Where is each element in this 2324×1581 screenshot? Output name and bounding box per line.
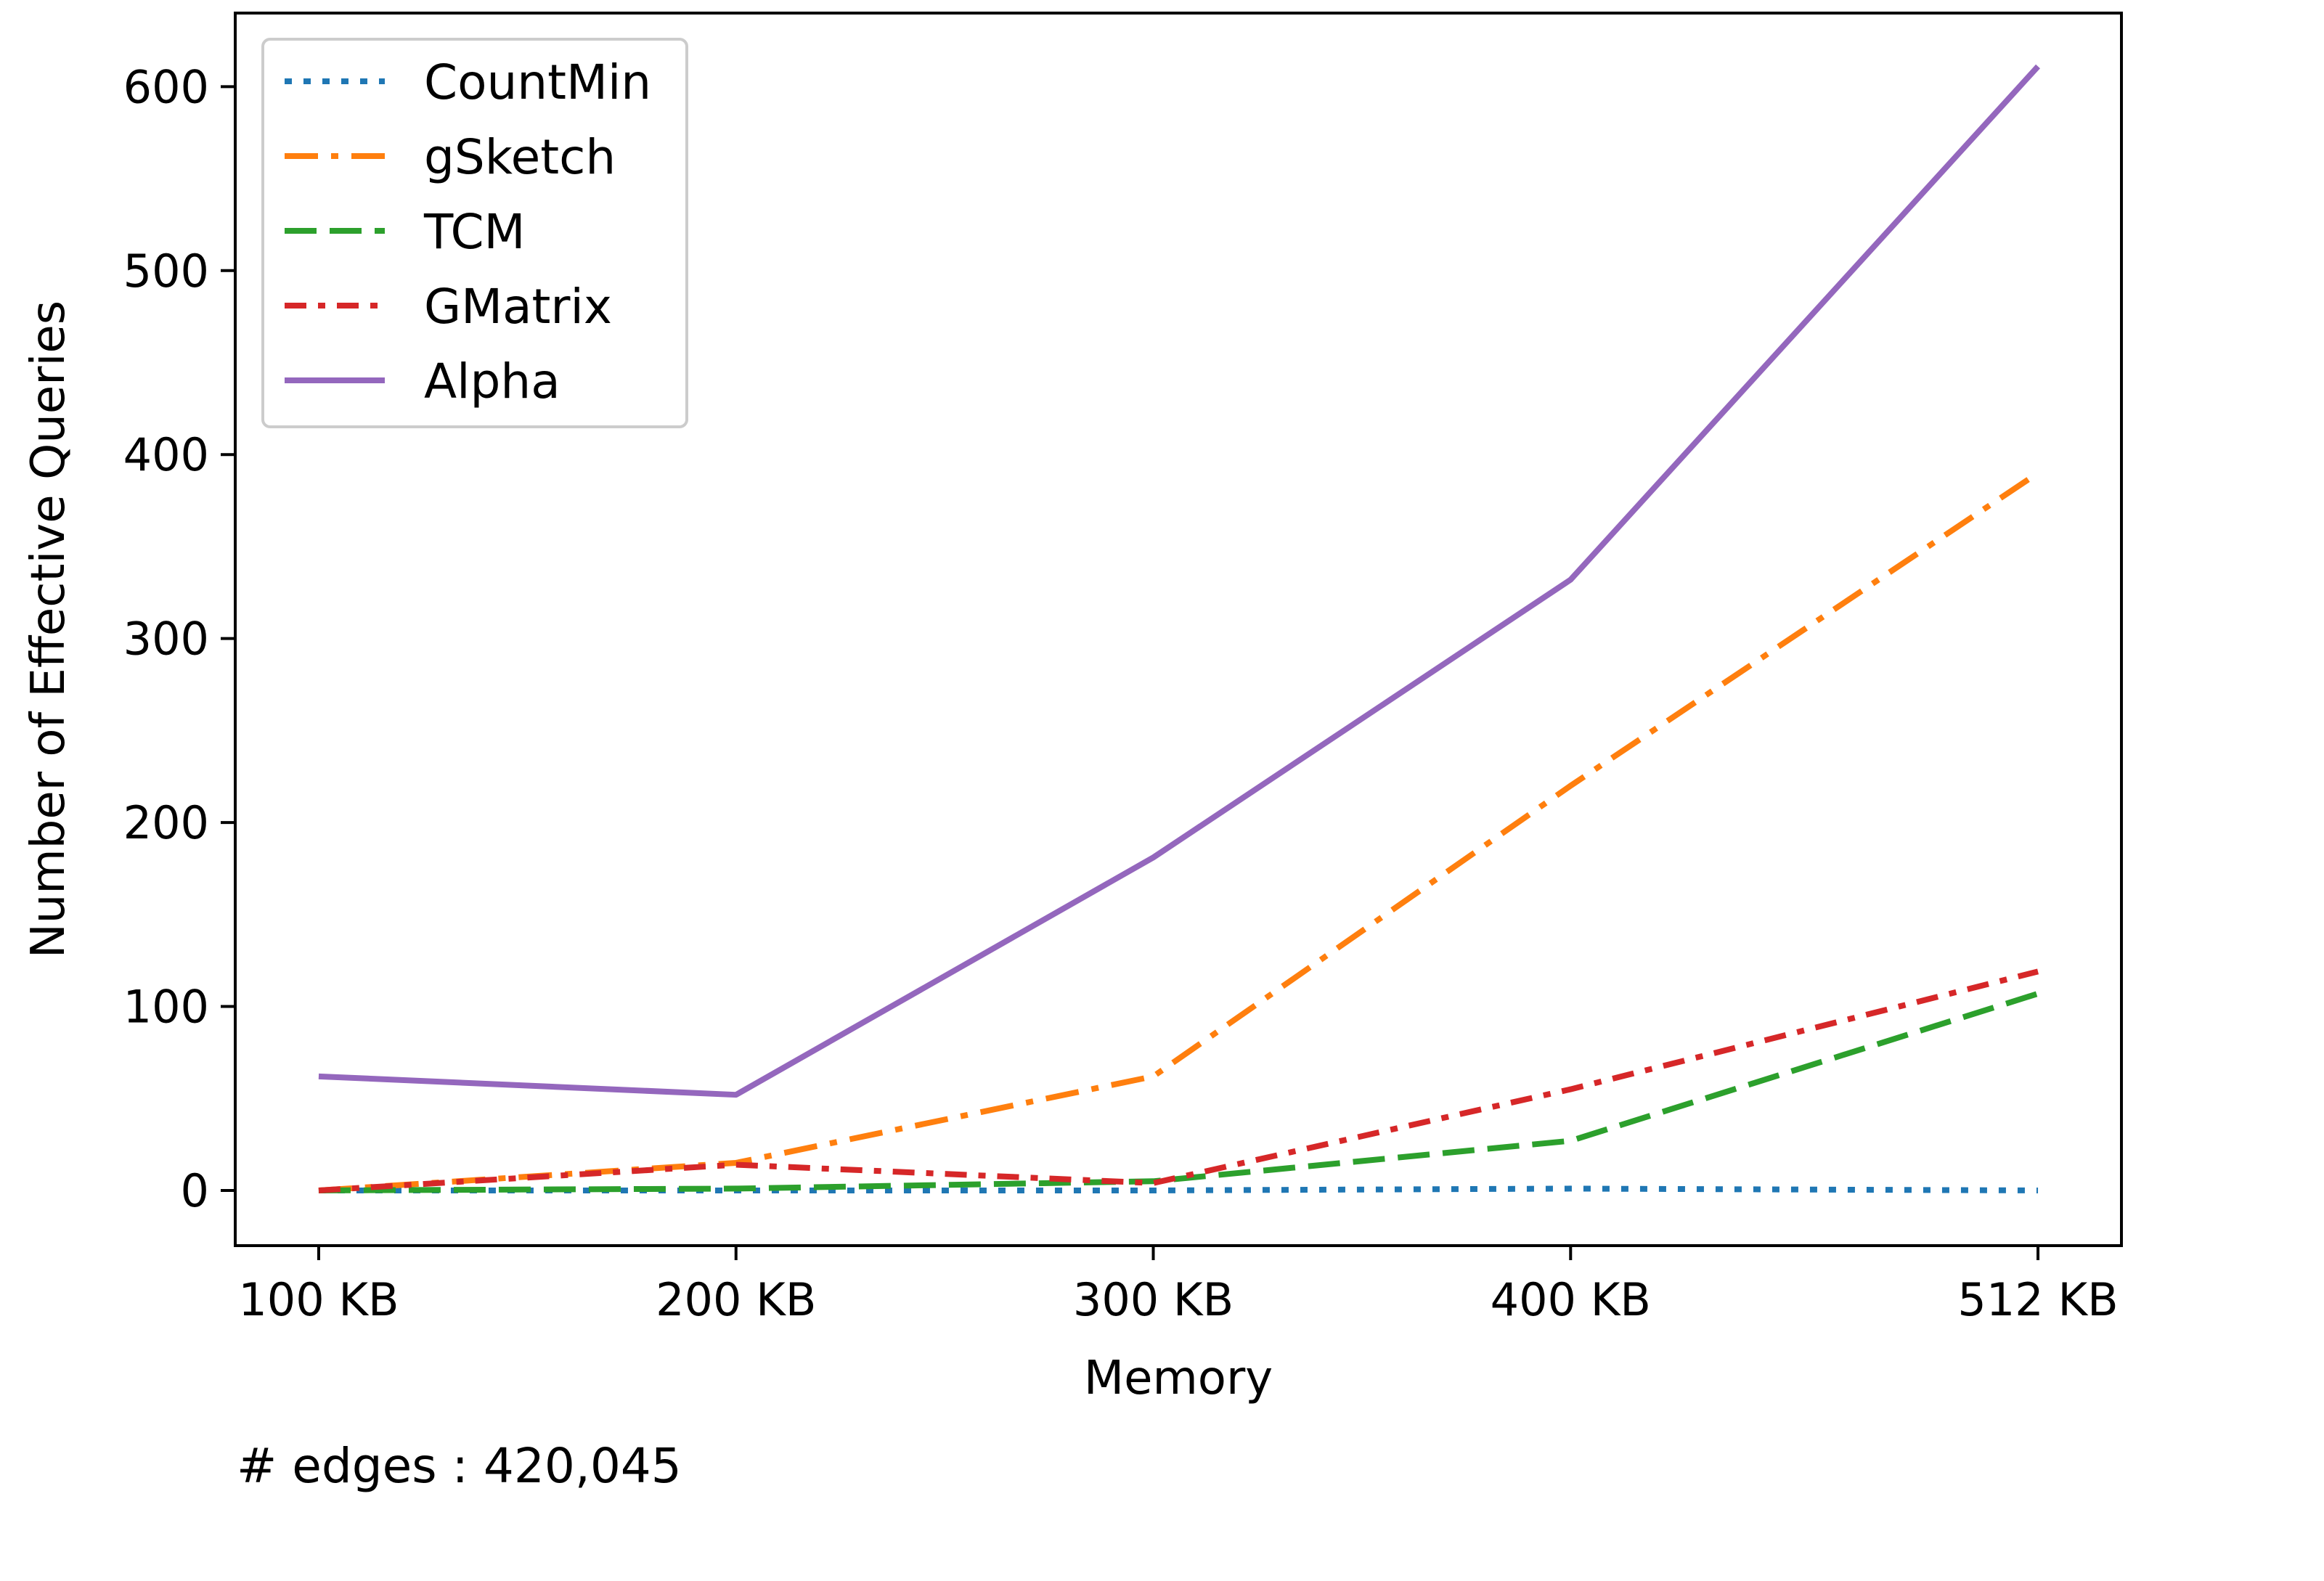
series-line-tcm (318, 990, 2039, 1193)
y-tick-label: 600 (123, 60, 209, 113)
series-line-gmatrix (318, 968, 2039, 1193)
y-tick-label: 0 (181, 1164, 209, 1217)
legend-label: Alpha (424, 354, 560, 409)
legend-label: TCM (423, 204, 525, 260)
x-tick-label: 300 KB (1073, 1273, 1234, 1326)
x-tick-label: 200 KB (656, 1273, 816, 1326)
x-tick-label: 400 KB (1491, 1273, 1651, 1326)
series-line-countmin (318, 1185, 2039, 1193)
legend-label: gSketch (424, 129, 616, 185)
y-tick-label: 100 (123, 981, 209, 1034)
y-tick-label: 300 (123, 613, 209, 666)
x-axis-label: Memory (1084, 1352, 1273, 1405)
x-axis: 100 KB 200 KB 300 KB 400 KB 512 KB (238, 1246, 2119, 1326)
x-tick-label: 100 KB (238, 1273, 399, 1326)
legend: CountMin gSketch TCM GMatrix Alpha (261, 38, 688, 428)
edges-note: # edges : 420,045 (237, 1438, 682, 1494)
legend-label: CountMin (424, 54, 651, 110)
legend-label: GMatrix (424, 279, 612, 335)
y-tick-label: 200 (123, 796, 209, 849)
x-tick-label: 512 KB (1957, 1273, 2118, 1326)
series-line-alpha (318, 64, 2041, 1098)
y-tick-label: 400 (123, 428, 209, 481)
legend-box (261, 38, 688, 428)
plot-frame (234, 12, 2123, 1247)
y-axis: 0 100 200 300 400 500 600 (123, 60, 235, 1217)
y-tick-label: 500 (123, 245, 209, 298)
plot-lines (318, 64, 2041, 1193)
y-axis-label: Number of Effective Queries (22, 301, 76, 958)
